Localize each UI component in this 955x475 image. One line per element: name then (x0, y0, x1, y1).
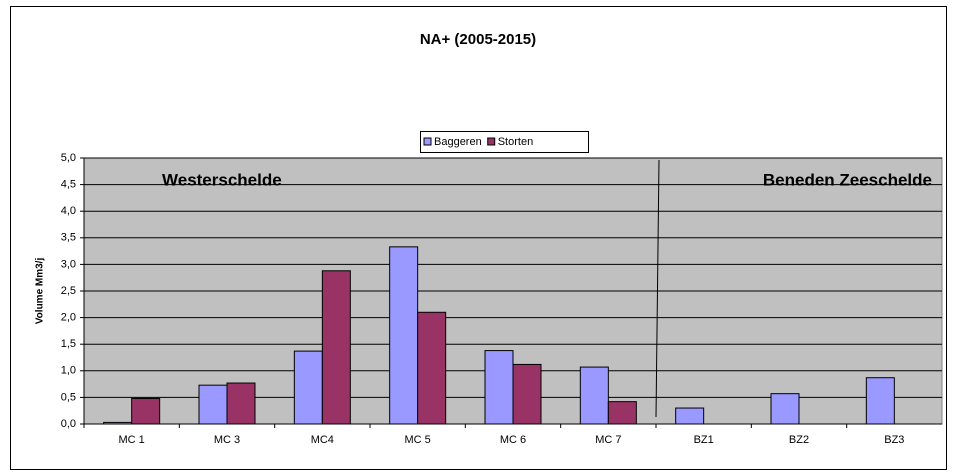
y-tick-label: 4,0 (61, 205, 76, 217)
legend-swatch (487, 137, 496, 146)
bar (865, 377, 895, 425)
legend-label: Baggeren (434, 136, 482, 148)
x-tick-label: BZ1 (694, 434, 714, 446)
y-tick-label: 0,0 (61, 418, 76, 430)
y-tick-label: 1,0 (61, 365, 76, 377)
x-tick-label: MC 3 (214, 434, 240, 446)
y-tick-label: 3,5 (61, 232, 76, 244)
bar (293, 350, 323, 425)
y-tick-label: 2,5 (61, 285, 76, 297)
y-tick-label: 1,5 (61, 338, 76, 350)
y-axis-label: Volume Mm3/j (35, 258, 46, 325)
x-tick-label: MC 5 (405, 434, 431, 446)
x-tick-label: MC 7 (595, 434, 621, 446)
bar (389, 246, 419, 425)
y-tick-label: 4,5 (61, 179, 76, 191)
bar (226, 382, 256, 425)
bar (607, 401, 637, 425)
x-tick-label: MC 1 (119, 434, 145, 446)
y-tick-label: 5,0 (61, 152, 76, 164)
bar (103, 421, 133, 425)
legend-box (420, 131, 589, 153)
y-tick-label: 2,0 (61, 312, 76, 324)
bar (321, 270, 351, 425)
bar (131, 397, 161, 425)
chart-title: NA+ (2005-2015) (420, 31, 536, 48)
x-tick-label: MC 6 (500, 434, 526, 446)
bar (770, 393, 800, 425)
x-tick-label: BZ2 (789, 434, 809, 446)
bar (675, 407, 705, 425)
x-tick-label: MC4 (311, 434, 334, 446)
bar (579, 366, 609, 425)
bar (512, 363, 542, 425)
bar (484, 350, 514, 425)
y-tick-label: 3,0 (61, 258, 76, 270)
bar (417, 311, 447, 425)
x-tick-label: BZ3 (884, 434, 904, 446)
legend-swatch (423, 137, 432, 146)
y-tick-label: 0,5 (61, 391, 76, 403)
bar (198, 384, 228, 425)
annotation: Beneden Zeeschelde (763, 170, 932, 189)
legend-label: Storten (498, 136, 533, 148)
divider (655, 159, 660, 418)
annotation: Westerschelde (162, 170, 282, 189)
